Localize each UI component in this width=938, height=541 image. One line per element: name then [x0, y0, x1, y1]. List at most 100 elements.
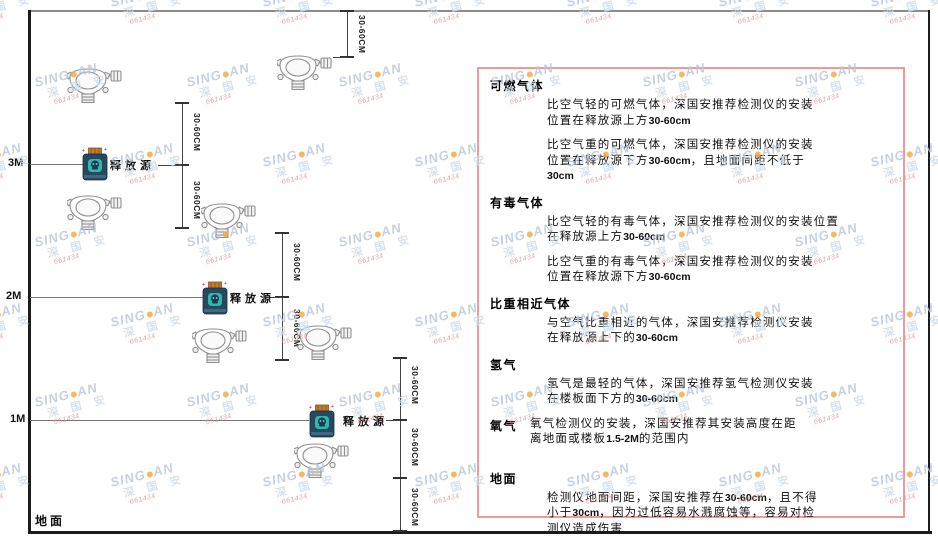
panel-paragraph-line: 比空气轻的可燃气体，深国安推荐检测仪的安装 [547, 99, 814, 111]
watermark-code: 661434 [205, 92, 233, 106]
panel-paragraph: 检测仪地面间距，深国安推荐在30-60cm，且不得 小于30cm，因为过低容易水溅… [490, 491, 892, 538]
panel-paragraph: 比空气重的有毒气体，深国安推荐检测仪的安装 位置在释放源下方30-60cm [490, 255, 892, 286]
watermark-code: 661434 [281, 492, 309, 506]
dimension-connector [270, 297, 282, 298]
height-level-label: 2M [6, 290, 22, 302]
dimension-line [400, 358, 401, 531]
watermark-cn-name: 深 国 安 [274, 153, 339, 181]
gas-detector-icon [295, 324, 353, 361]
watermark-dot-icon [145, 310, 154, 318]
release-source-icon: ++ ++ [82, 146, 108, 182]
dimension-label: 30-60CM [410, 488, 420, 527]
release-source-label: 释放源 [110, 160, 155, 172]
height-level-label: 3M [8, 157, 24, 169]
ground-label: 地面 [35, 514, 66, 528]
height-level-line [30, 297, 203, 298]
watermark-code: 661434 [433, 12, 461, 26]
release-source-label: 释放源 [230, 293, 275, 305]
panel-section-heading: 氢气 [490, 357, 518, 372]
watermark-cn-name: 深 国 安 [198, 393, 263, 421]
panel-section-heading: 比重相近气体 [490, 296, 572, 311]
panel-paragraph: 比空气重的可燃气体，深国安推荐检测仪的安装 位置在释放源下方30-60cm，且地面… [490, 138, 892, 185]
svg-text:+: + [82, 148, 85, 154]
gas-detector-icon [65, 194, 123, 231]
dimension-label: 30-60CM [410, 428, 420, 467]
watermark-code: 661434 [357, 92, 385, 106]
watermark-code: 661434 [737, 12, 765, 26]
height-level-line [30, 164, 84, 165]
watermark-code: 661434 [281, 172, 309, 186]
panel-section: 氧气 氧气检测仪的安装，深国安推荐其安装高度在距 离地面或楼板1.5-2M的范围内 [490, 417, 892, 448]
watermark-code: 661434 [129, 492, 157, 506]
watermark-dot-icon [449, 150, 458, 158]
panel-paragraph: 氢气是最轻的气体，深国安推荐氢气检测仪安装 在楼板面下方的30-60cm [490, 377, 892, 408]
panel-paragraph: 氧气检测仪的安装，深国安推荐其安装高度在距 离地面或楼板1.5-2M的范围内 [490, 417, 892, 448]
panel-section: 可燃气体 比空气轻的可燃气体，深国安推荐检测仪的安装 位置在释放源上方30-60cm… [490, 77, 892, 185]
watermark-dot-icon [297, 150, 306, 158]
watermark-code: 661434 [889, 12, 917, 26]
panel-paragraph: 比空气轻的有毒气体，深国安推荐检测仪的安装位置 在释放源上方30-60cm [490, 215, 892, 246]
panel-paragraph-line: 氧气检测仪的安装，深国安推荐其安装高度在距 [530, 417, 797, 430]
dimension-connector [386, 420, 400, 421]
panel-paragraph-line: 30cm [547, 170, 574, 182]
watermark-dot-icon [449, 310, 458, 318]
dimension-label: 30-60CM [357, 15, 367, 54]
ceiling-line [28, 10, 930, 12]
panel-section: 氢气氢气是最轻的气体，深国安推荐氢气检测仪安装 在楼板面下方的30-60cm [490, 356, 892, 408]
dimension-tick [393, 357, 407, 359]
dimension-tick [340, 10, 354, 12]
installation-guide-panel: 可燃气体 比空气轻的可燃气体，深国安推荐检测仪的安装 位置在释放源上方30-60cm… [477, 67, 905, 535]
panel-paragraph-line: 比空气轻的有毒气体，深国安推荐检测仪的安装位置 [547, 215, 840, 228]
watermark-code: 661434 [205, 412, 233, 426]
dimension-tick [275, 296, 289, 298]
svg-text:+: + [104, 147, 107, 153]
release-source-label: 释放源 [343, 416, 388, 428]
watermark-dot-icon [221, 390, 230, 398]
panel-paragraph-line: 在楼板面下方的30-60cm [547, 393, 678, 405]
watermark-cn-name: 深 国 安 [46, 233, 111, 261]
dimension-tick [175, 102, 189, 104]
dimension-label: 30-60CM [192, 113, 202, 152]
watermark-cn-name: 深 国 安 [350, 73, 415, 101]
dimension-tick [393, 477, 407, 479]
watermark-dot-icon [0, 470, 2, 478]
left-wall-line [28, 10, 31, 534]
dimension-tick [275, 359, 289, 361]
watermark-cn-name: 深 国 安 [198, 73, 263, 101]
watermark-dot-icon [449, 470, 458, 478]
watermark-code: 661434 [0, 492, 5, 506]
dimension-tick [393, 419, 407, 421]
watermark-dot-icon [221, 70, 230, 78]
gas-detector-icon [65, 67, 123, 104]
watermark-code: 661434 [205, 252, 233, 266]
gas-detector-icon [275, 54, 333, 91]
watermark-code: 661434 [53, 412, 81, 426]
dimension-connector [158, 165, 182, 166]
panel-section-heading: 可燃气体 [490, 79, 545, 93]
panel-paragraph-line: 小于30cm，因为过低容易水溅腐蚀等，容易对检 [547, 507, 816, 519]
watermark-code: 661434 [0, 332, 5, 346]
watermark-dot-icon [145, 470, 154, 478]
ground-line [28, 531, 932, 534]
svg-text:+: + [202, 282, 205, 288]
release-source-icon: ++ ++ [309, 403, 335, 439]
panel-paragraph-line: 检测仪地面间距，深国安推荐在30-60cm，且不得 [547, 491, 818, 504]
dimension-tick [175, 227, 189, 229]
watermark-cn-name: 深 国 安 [122, 473, 187, 501]
